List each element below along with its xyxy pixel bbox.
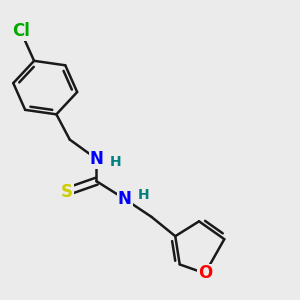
- Text: N: N: [90, 150, 104, 168]
- Text: Cl: Cl: [12, 22, 30, 40]
- Text: H: H: [138, 188, 150, 202]
- Text: S: S: [61, 183, 73, 201]
- Text: O: O: [198, 264, 212, 282]
- Text: N: N: [118, 190, 132, 208]
- Text: H: H: [110, 155, 122, 169]
